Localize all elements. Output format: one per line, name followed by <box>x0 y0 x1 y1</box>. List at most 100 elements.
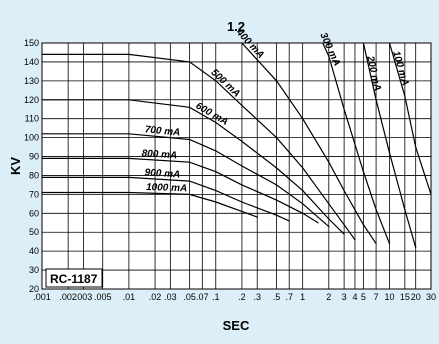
curve-point <box>189 61 191 63</box>
y-tick-label: 60 <box>29 208 39 218</box>
curve-point <box>275 199 278 201</box>
model-label: RC-1187 <box>50 272 98 286</box>
curve-point <box>189 161 191 163</box>
curve-point <box>328 218 330 220</box>
curve-point <box>215 121 217 124</box>
y-tick-label: 40 <box>29 246 39 256</box>
x-tick-label: .002 <box>59 292 77 302</box>
curve-line <box>322 42 391 244</box>
y-tick-label: 50 <box>29 227 39 237</box>
curve-point <box>275 80 278 82</box>
y-tick-label: 150 <box>24 38 39 48</box>
curve-point <box>362 224 364 226</box>
curve-point <box>415 146 417 148</box>
grid <box>41 42 432 290</box>
curve-point <box>362 171 364 173</box>
x-tick-label: .05 <box>183 292 196 302</box>
curve-point <box>328 225 330 228</box>
x-tick-label: .1 <box>212 292 220 302</box>
curve-point <box>128 99 130 101</box>
curve-point <box>343 224 345 226</box>
y-tick-label: 90 <box>29 152 39 162</box>
y-tick-label: 30 <box>29 265 39 275</box>
curve-point <box>415 246 417 248</box>
curve-point <box>302 203 304 205</box>
curve-point <box>241 140 243 142</box>
curve-point <box>128 191 130 194</box>
curve-label: 1000 mA <box>146 182 187 194</box>
x-tick-label: .001 <box>33 292 51 302</box>
curve-point <box>388 242 391 245</box>
curve-point <box>375 242 377 245</box>
x-tick-label: 5 <box>361 292 366 302</box>
curve-line <box>42 133 330 228</box>
curve-point <box>189 180 191 182</box>
y-tick-label: 70 <box>29 189 39 199</box>
x-tick-label: .07 <box>196 292 209 302</box>
x-tick-label: .005 <box>94 292 112 302</box>
curve-point <box>328 161 330 163</box>
curve-point <box>215 201 217 203</box>
curve-point <box>215 80 217 82</box>
curve-point <box>328 55 330 57</box>
curve-point <box>128 53 130 55</box>
curve-point <box>215 190 217 192</box>
x-tick-label: 2 <box>326 292 331 302</box>
x-tick-label: 15 <box>400 292 410 302</box>
curve-point <box>275 184 278 186</box>
curve-point <box>189 106 191 108</box>
x-tick-label: 7 <box>374 292 379 302</box>
model-box <box>45 268 103 288</box>
curve-point <box>256 216 258 218</box>
x-tick-label: .2 <box>238 292 246 302</box>
chart-title: 1.2 <box>227 19 245 34</box>
curve-point <box>241 104 243 107</box>
plot-background <box>42 43 431 289</box>
curve-point <box>275 214 278 216</box>
curve-point <box>302 212 304 214</box>
curve-point <box>288 220 290 222</box>
x-tick-label: 20 <box>411 292 421 302</box>
curve-label: 900 mA <box>144 167 180 180</box>
curve-point <box>241 210 243 213</box>
curve-point <box>241 165 243 167</box>
y-tick-label: 120 <box>24 95 39 105</box>
curve-point <box>189 193 191 195</box>
curve-line <box>388 42 432 195</box>
x-tick-label: .7 <box>285 292 293 302</box>
curve-point <box>404 208 406 211</box>
x-axis-label: SEC <box>223 318 250 333</box>
curve-label: 800 mA <box>141 148 177 161</box>
curve-point <box>302 118 304 120</box>
curve-point <box>388 152 391 154</box>
curve-point <box>215 171 217 173</box>
curve-point <box>189 138 191 141</box>
curve-point <box>128 176 130 178</box>
y-tick-label: 20 <box>29 284 39 294</box>
y-axis-label: KV <box>8 157 23 175</box>
curve-line <box>42 191 258 218</box>
curve-point <box>343 108 345 110</box>
y-tick-labels: 20 30 40 50 60 70 80 90 100 110 120 130 140 150 <box>24 38 39 294</box>
curve-line <box>42 157 319 224</box>
plot-frame <box>41 42 432 290</box>
curve-point <box>128 133 130 135</box>
curve-point <box>375 99 377 101</box>
x-tick-label: 10 <box>385 292 395 302</box>
curve-point <box>343 190 345 192</box>
x-tick-label: .003 <box>75 292 93 302</box>
curve-point <box>404 95 406 97</box>
curve-line <box>42 53 356 241</box>
curve-point <box>241 201 243 203</box>
curve-point <box>128 157 130 160</box>
x-tick-label: .3 <box>253 292 261 302</box>
curve-point <box>302 190 304 192</box>
curve-point <box>215 150 217 152</box>
y-tick-label: 100 <box>24 133 39 143</box>
x-tick-label: 4 <box>352 292 357 302</box>
curve-point <box>354 239 356 241</box>
y-tick-label: 130 <box>24 76 39 86</box>
curve-point <box>275 167 278 169</box>
y-tick-label: 110 <box>25 114 39 124</box>
